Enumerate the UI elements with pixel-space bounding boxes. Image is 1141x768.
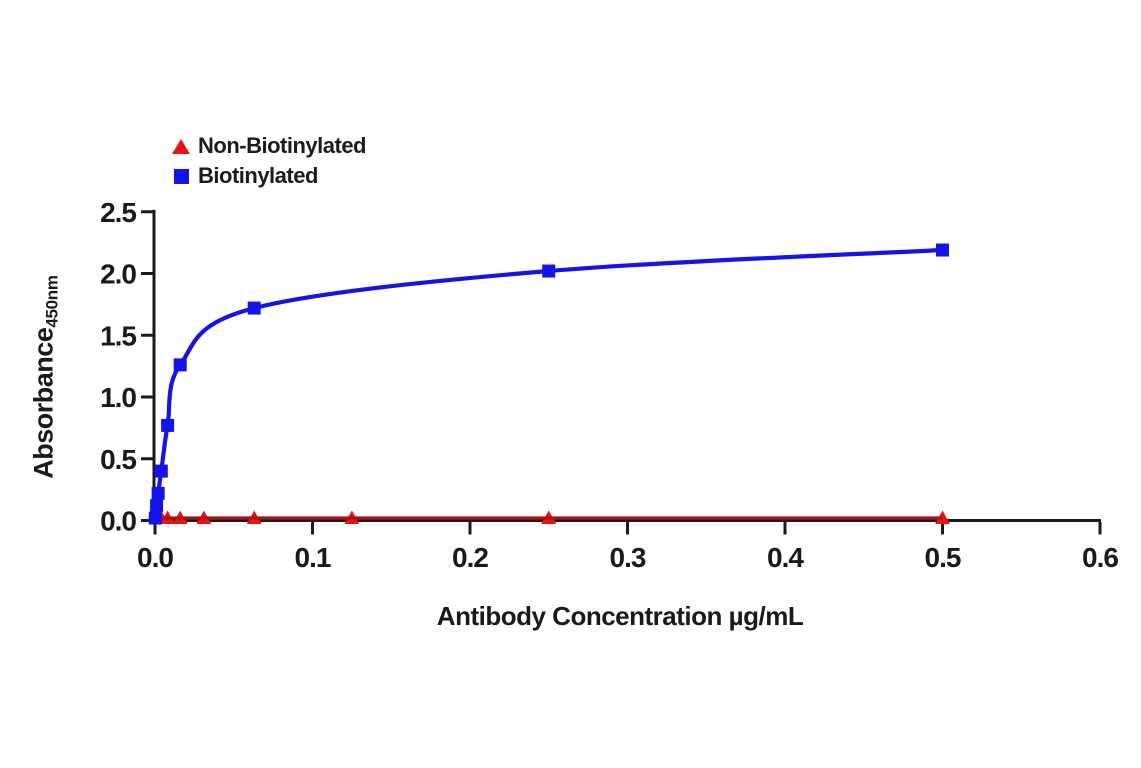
legend-label: Non-Biotinylated xyxy=(198,133,367,158)
square-marker-icon xyxy=(174,168,189,184)
data-point-biotinylated xyxy=(151,486,165,500)
axes-lines xyxy=(152,209,1101,523)
y-tick-label: 0.0 xyxy=(100,506,136,537)
x-tick-label: 0.3 xyxy=(610,542,646,573)
y-axis-title-subscript: 450nm xyxy=(42,275,62,328)
data-point-biotinylated xyxy=(150,499,164,513)
legend-marker-cell xyxy=(172,138,198,154)
data-point-biotinylated xyxy=(173,358,187,372)
y-tick-label: 2.0 xyxy=(100,259,136,290)
y-axis-title-main: Absorbance xyxy=(28,327,59,479)
series-line-biotinylated xyxy=(153,247,945,521)
x-tick-label: 0.1 xyxy=(295,542,331,573)
y-axis-title: Absorbance450nm xyxy=(28,275,62,479)
data-point-biotinylated xyxy=(154,464,168,478)
legend-label: Biotinylated xyxy=(198,163,318,188)
data-point-biotinylated xyxy=(148,511,162,525)
y-tick-label: 0.5 xyxy=(100,444,136,475)
x-tick-label: 0.4 xyxy=(767,542,804,573)
data-point-biotinylated xyxy=(542,264,556,278)
y-tick-label: 1.5 xyxy=(100,320,136,351)
legend-item-non-biotinylated: Non-Biotinylated xyxy=(172,131,367,161)
x-axis-title: Antibody Concentration µg/mL xyxy=(436,601,804,631)
x-tick-label: 0.2 xyxy=(452,542,488,573)
data-point-biotinylated xyxy=(161,418,175,432)
x-tick-label: 0.0 xyxy=(137,542,173,573)
triangle-marker-icon xyxy=(172,138,190,154)
x-tick-label: 0.5 xyxy=(925,542,961,573)
x-tick-label: 0.6 xyxy=(1082,542,1118,573)
data-point-biotinylated xyxy=(247,301,261,315)
data-point-biotinylated xyxy=(936,243,949,257)
legend: Non-Biotinylated Biotinylated xyxy=(172,131,367,191)
y-tick-label: 1.0 xyxy=(100,382,136,413)
y-tick-label: 2.5 xyxy=(100,197,136,228)
legend-item-biotinylated: Biotinylated xyxy=(172,161,366,191)
legend-marker-cell xyxy=(172,168,198,184)
